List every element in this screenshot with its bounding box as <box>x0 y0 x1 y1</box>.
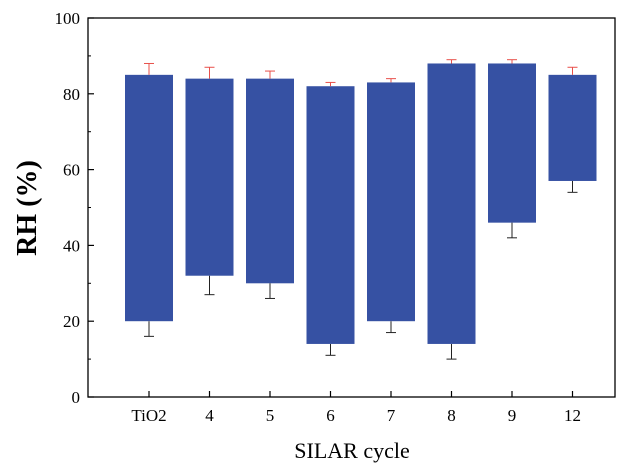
y-tick-label: 0 <box>72 388 81 407</box>
y-tick-label: 60 <box>63 161 80 180</box>
bar <box>488 63 536 223</box>
bar <box>246 78 294 284</box>
y-tick-label: 100 <box>55 9 81 28</box>
x-axis-ticks: TiO2 4 5 6 7 8 9 12 <box>131 391 581 425</box>
bar <box>427 63 476 344</box>
y-tick-label: 80 <box>63 85 80 104</box>
x-tick-label: 6 <box>326 406 335 425</box>
x-tick-label: 7 <box>387 406 396 425</box>
x-tick-label: 5 <box>266 406 275 425</box>
bar <box>185 78 234 276</box>
bar <box>367 82 415 322</box>
bar <box>548 74 597 181</box>
error-bars-group <box>144 59 578 360</box>
x-tick-label: 8 <box>447 406 456 425</box>
x-tick-label: 9 <box>508 406 517 425</box>
x-axis-label: SILAR cycle <box>294 438 409 463</box>
y-axis-ticks: 0 20 40 60 80 100 <box>55 9 94 407</box>
x-tick-label: TiO2 <box>131 406 166 425</box>
y-tick-label: 20 <box>63 312 80 331</box>
y-tick-label: 40 <box>63 236 80 255</box>
bars-group <box>125 63 597 344</box>
x-tick-label: 12 <box>564 406 581 425</box>
bar <box>306 86 355 344</box>
bar <box>125 74 173 322</box>
y-axis-label: RH (%) <box>12 160 43 256</box>
x-tick-label: 4 <box>205 406 214 425</box>
